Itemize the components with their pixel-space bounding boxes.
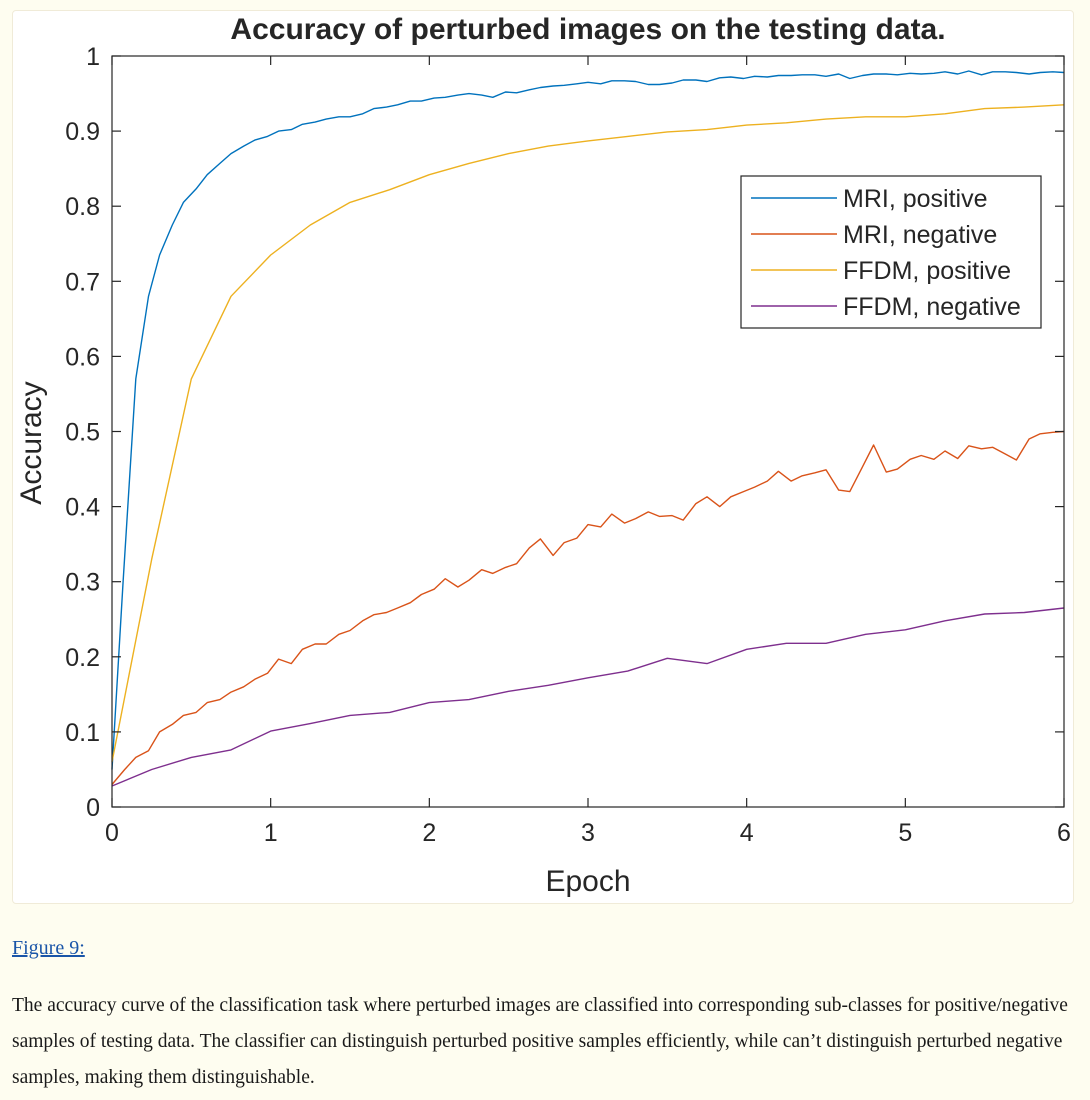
x-tick-label: 3 — [581, 819, 595, 847]
legend-label-3: FFDM, negative — [843, 293, 1021, 321]
figure-panel: Accuracy of perturbed images on the test… — [12, 10, 1074, 904]
y-tick-label: 0.2 — [65, 644, 100, 672]
series-line-0 — [111, 70, 1065, 770]
plot-area — [111, 70, 1065, 787]
y-tick-label: 0.3 — [65, 569, 100, 597]
series-line-2 — [111, 104, 1065, 763]
x-axis-title: Epoch — [545, 865, 630, 898]
y-tick-label: 0.9 — [65, 118, 100, 146]
y-tick-label: 0.8 — [65, 193, 100, 221]
axes-box — [111, 55, 1065, 808]
series-line-1 — [111, 430, 1065, 785]
y-axis-title: Accuracy — [15, 381, 48, 504]
legend-label-2: FFDM, positive — [843, 257, 1011, 285]
x-tick-label: 5 — [898, 819, 912, 847]
y-tick-label: 0.6 — [65, 343, 100, 371]
series-line-3 — [111, 607, 1065, 787]
y-tick-label: 0.7 — [65, 268, 100, 296]
y-tick-label: 0 — [86, 794, 100, 822]
legend-box — [740, 175, 1042, 329]
x-tick-label: 1 — [264, 819, 278, 847]
y-tick-label: 0.4 — [65, 494, 100, 522]
y-tick-label: 0.1 — [65, 719, 100, 747]
figure-caption: The accuracy curve of the classification… — [12, 995, 1068, 1088]
accuracy-line-chart: Accuracy of perturbed images on the test… — [15, 13, 1071, 898]
legend-label-1: MRI, negative — [843, 221, 997, 249]
x-tick-label: 2 — [422, 819, 436, 847]
y-tick-label: 1 — [86, 43, 100, 71]
x-tick-label: 4 — [740, 819, 754, 847]
chart-title: Accuracy of perturbed images on the test… — [230, 13, 945, 46]
x-tick-label: 6 — [1057, 819, 1071, 847]
x-tick-label: 0 — [105, 819, 119, 847]
figure-link[interactable]: Figure 9: — [12, 937, 85, 959]
y-tick-label: 0.5 — [65, 419, 100, 447]
axes: 0 1 2 3 4 5 6 0 0.1 0.2 0.3 0.4 0.5 0.6 0.7 0.8 0.9 1 — [65, 43, 1071, 847]
legend: MRI, positive MRI, negative FFDM, positive… — [740, 175, 1042, 329]
legend-label-0: MRI, positive — [843, 185, 987, 213]
